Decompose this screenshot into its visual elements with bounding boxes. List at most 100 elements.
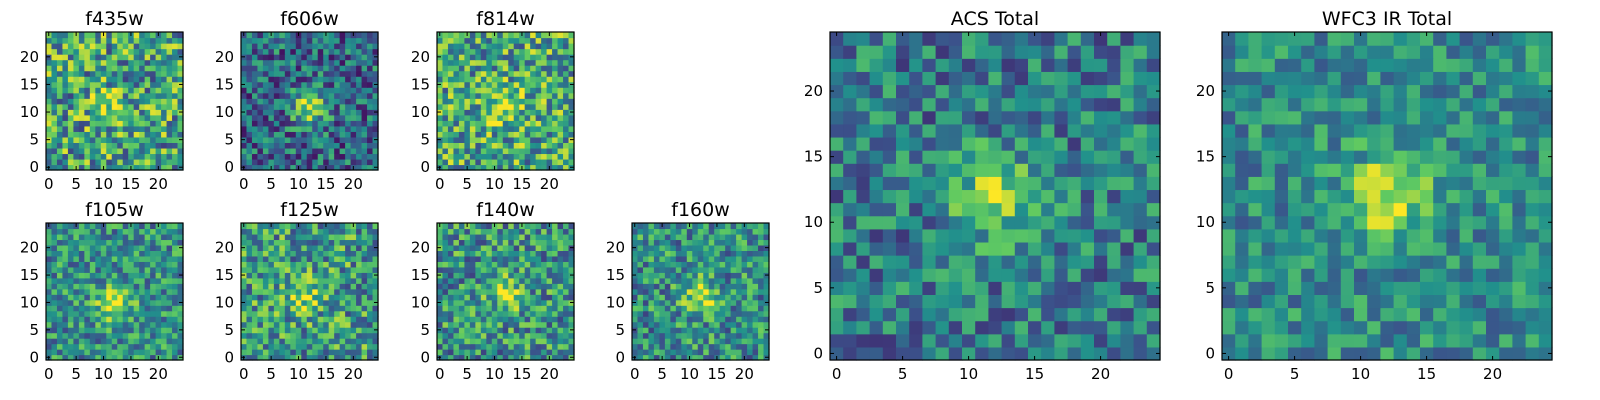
- heatmap-cell: [111, 239, 118, 246]
- heatmap-cell: [262, 54, 269, 61]
- heatmap-cell: [869, 163, 884, 177]
- heatmap-cell: [747, 327, 754, 334]
- heatmap-cell: [345, 239, 352, 246]
- heatmap-cell: [513, 316, 520, 323]
- heatmap-cell: [172, 266, 179, 273]
- heatmap-cell: [95, 283, 102, 290]
- heatmap-cell: [508, 114, 515, 121]
- heatmap-cell: [161, 288, 168, 295]
- heatmap-cell: [725, 299, 732, 306]
- heatmap-cell: [78, 37, 85, 44]
- heatmap-cell: [530, 266, 537, 273]
- heatmap-cell: [708, 299, 715, 306]
- heatmap-cell: [714, 305, 721, 312]
- heatmap-cell: [144, 92, 151, 99]
- heatmap-cell: [317, 233, 324, 241]
- heatmap-cell: [306, 103, 313, 110]
- heatmap-cell: [356, 343, 363, 350]
- heatmap-cell: [708, 316, 715, 323]
- y-tick-label: 0: [224, 158, 234, 176]
- heatmap-cell: [139, 70, 146, 77]
- heatmap-cell: [268, 294, 275, 301]
- heatmap-cell: [442, 316, 449, 323]
- heatmap-cell: [519, 98, 526, 105]
- heatmap-cell: [681, 332, 688, 339]
- heatmap-cell: [557, 283, 564, 290]
- heatmap-cell: [497, 48, 504, 55]
- heatmap-cell: [350, 131, 357, 138]
- heatmap-cell: [284, 255, 291, 262]
- heatmap-cell: [161, 76, 168, 83]
- heatmap-cell: [56, 70, 64, 77]
- heatmap-cell: [241, 266, 248, 273]
- heatmap-cell: [962, 202, 976, 217]
- heatmap-cell: [241, 239, 248, 246]
- heatmap-cell: [317, 321, 324, 328]
- heatmap-cell: [128, 349, 135, 356]
- heatmap-cell: [458, 43, 465, 50]
- heatmap-cell: [1067, 189, 1082, 204]
- heatmap-cell: [546, 338, 553, 345]
- heatmap-cell: [246, 70, 253, 77]
- heatmap-cell: [725, 272, 732, 279]
- heatmap-cell: [1067, 268, 1082, 282]
- heatmap-cell: [486, 255, 493, 262]
- heatmap-cell: [328, 338, 335, 345]
- heatmap-cell: [442, 65, 449, 72]
- heatmap-cell: [1014, 241, 1029, 256]
- heatmap-cell: [246, 103, 253, 110]
- heatmap-cell: [56, 158, 64, 166]
- heatmap-cell: [714, 288, 721, 295]
- heatmap-cell: [139, 136, 146, 143]
- heatmap-cell: [144, 43, 151, 50]
- heatmap-cell: [563, 92, 570, 99]
- heatmap-cell: [177, 266, 184, 273]
- heatmap-cell: [642, 266, 650, 273]
- heatmap-cell: [546, 76, 553, 83]
- heatmap-cell: [508, 250, 515, 257]
- heatmap-cell: [251, 65, 259, 72]
- heatmap-cell: [73, 92, 80, 99]
- heatmap-cell: [268, 48, 275, 55]
- heatmap-cell: [524, 321, 531, 328]
- heatmap-cell: [78, 255, 85, 262]
- heatmap-cell: [372, 338, 379, 345]
- heatmap-cell: [447, 164, 455, 171]
- heatmap-cell: [350, 244, 357, 251]
- heatmap-cell: [437, 310, 444, 317]
- heatmap-cell: [524, 327, 531, 334]
- heatmap-cell: [637, 294, 644, 301]
- heatmap-cell: [747, 316, 754, 323]
- heatmap-cell: [56, 288, 64, 295]
- heatmap-cell: [95, 142, 102, 149]
- heatmap-cell: [117, 109, 124, 116]
- heatmap-cell: [546, 147, 553, 155]
- heatmap-cell: [323, 338, 330, 345]
- heatmap-cell: [144, 244, 151, 251]
- heatmap-cell: [486, 153, 493, 160]
- heatmap-cell: [703, 223, 710, 230]
- heatmap-cell: [356, 294, 363, 301]
- heatmap-cell: [89, 59, 96, 66]
- heatmap-cell: [139, 114, 146, 121]
- heatmap-cell: [312, 164, 319, 171]
- heatmap-cell: [323, 294, 330, 301]
- heatmap-cell: [150, 283, 157, 290]
- heatmap-cell: [111, 233, 118, 241]
- heatmap-cell: [568, 233, 575, 241]
- heatmap-cell: [659, 228, 666, 235]
- heatmap-cell: [546, 250, 553, 257]
- heatmap-cell: [161, 131, 168, 138]
- heatmap-cell: [469, 343, 476, 350]
- heatmap-cell: [714, 316, 721, 323]
- heatmap-cell: [84, 305, 91, 312]
- heatmap-cell: [491, 255, 498, 262]
- heatmap-cell: [948, 228, 963, 243]
- heatmap-cell: [469, 153, 476, 160]
- heatmap-cell: [284, 125, 291, 132]
- heatmap-cell: [1094, 189, 1108, 204]
- heatmap-cell: [758, 277, 765, 284]
- heatmap-cell: [161, 321, 168, 328]
- heatmap-cell: [519, 142, 526, 149]
- heatmap-cell: [78, 48, 85, 55]
